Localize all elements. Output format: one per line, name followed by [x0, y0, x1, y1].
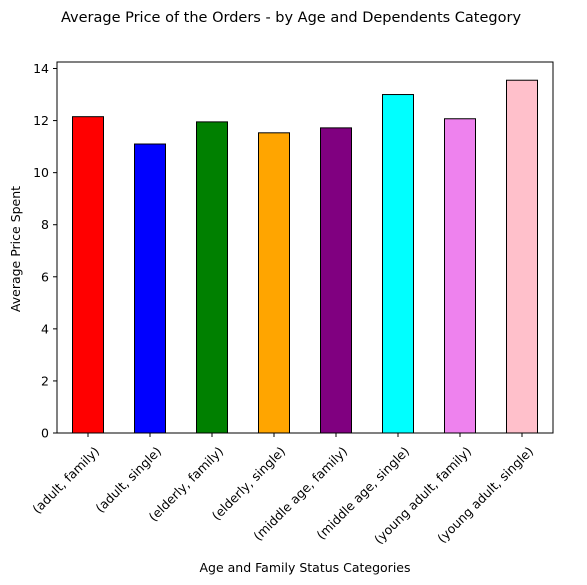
chart-title: Average Price of the Orders - by Age and… — [61, 10, 521, 26]
y-axis-label: Average Price Spent — [8, 186, 23, 312]
x-axis: (adult, family)(adult, single)(elderly, … — [29, 433, 536, 547]
bar-0 — [72, 116, 104, 434]
bar-4 — [320, 127, 352, 434]
x-axis-label: Age and Family Status Categories — [199, 560, 410, 575]
bar-7 — [506, 79, 538, 434]
y-tick-label: 2 — [41, 373, 49, 388]
bar-2 — [196, 121, 228, 434]
y-tick-label: 6 — [41, 269, 49, 284]
bar-5 — [382, 94, 414, 434]
bar-6 — [444, 118, 476, 434]
y-tick-label: 4 — [41, 321, 49, 336]
y-tick-label: 8 — [41, 217, 49, 232]
y-tick-label: 10 — [33, 165, 49, 180]
bar-3 — [258, 132, 290, 434]
y-tick-label: 14 — [33, 61, 49, 76]
y-tick-label: 0 — [41, 426, 49, 441]
plot-frame — [56, 61, 554, 434]
x-tick-label: (adult, family) — [29, 444, 102, 517]
bars-group — [72, 79, 538, 434]
bar-1 — [134, 143, 166, 434]
y-axis: 0 2 4 6 8 10 12 14 — [33, 61, 57, 441]
y-tick-label: 12 — [33, 113, 49, 128]
